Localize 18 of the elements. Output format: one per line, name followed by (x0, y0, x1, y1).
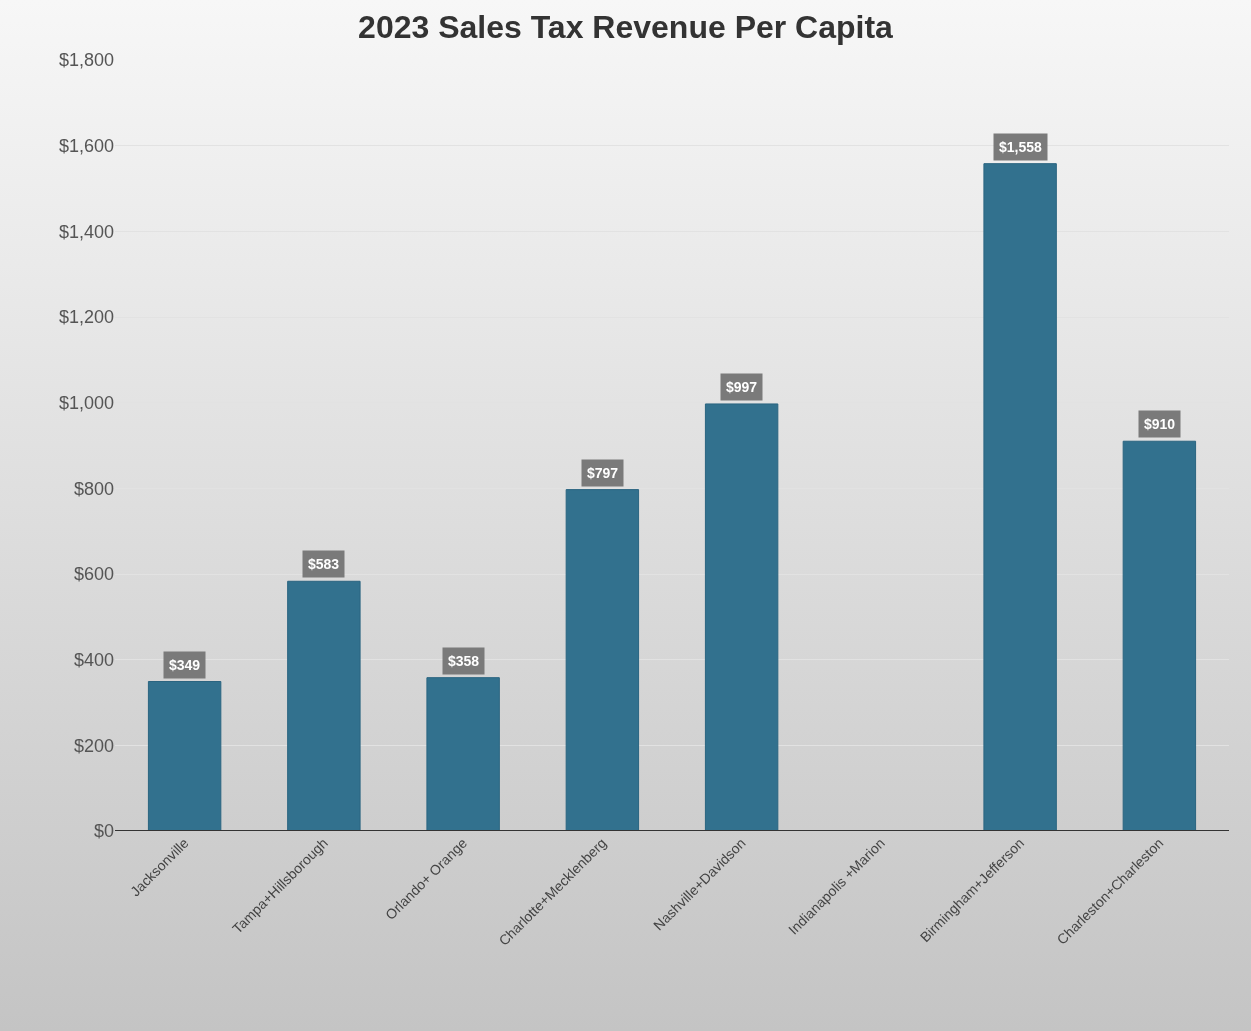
y-tick-label: $1,600 (58, 135, 114, 156)
data-label: $797 (587, 465, 619, 481)
y-tick-label: $1,000 (58, 392, 114, 413)
chart-title: 2023 Sales Tax Revenue Per Capita (358, 8, 894, 45)
y-tick-label: $1,200 (58, 307, 114, 328)
data-label: $910 (1144, 416, 1176, 432)
y-tick-label: $400 (73, 649, 114, 670)
data-label: $997 (726, 379, 758, 395)
data-label: $358 (448, 653, 480, 669)
data-label: $583 (308, 556, 340, 572)
y-tick-label: $1,800 (58, 50, 114, 71)
data-label: $1,558 (999, 139, 1043, 155)
data-label: $349 (169, 657, 201, 673)
y-tick-label: $0 (93, 821, 114, 842)
y-tick-label: $800 (73, 478, 114, 499)
y-tick-label: $200 (73, 735, 114, 756)
y-tick-label: $600 (73, 564, 114, 585)
y-tick-label: $1,400 (58, 221, 114, 242)
